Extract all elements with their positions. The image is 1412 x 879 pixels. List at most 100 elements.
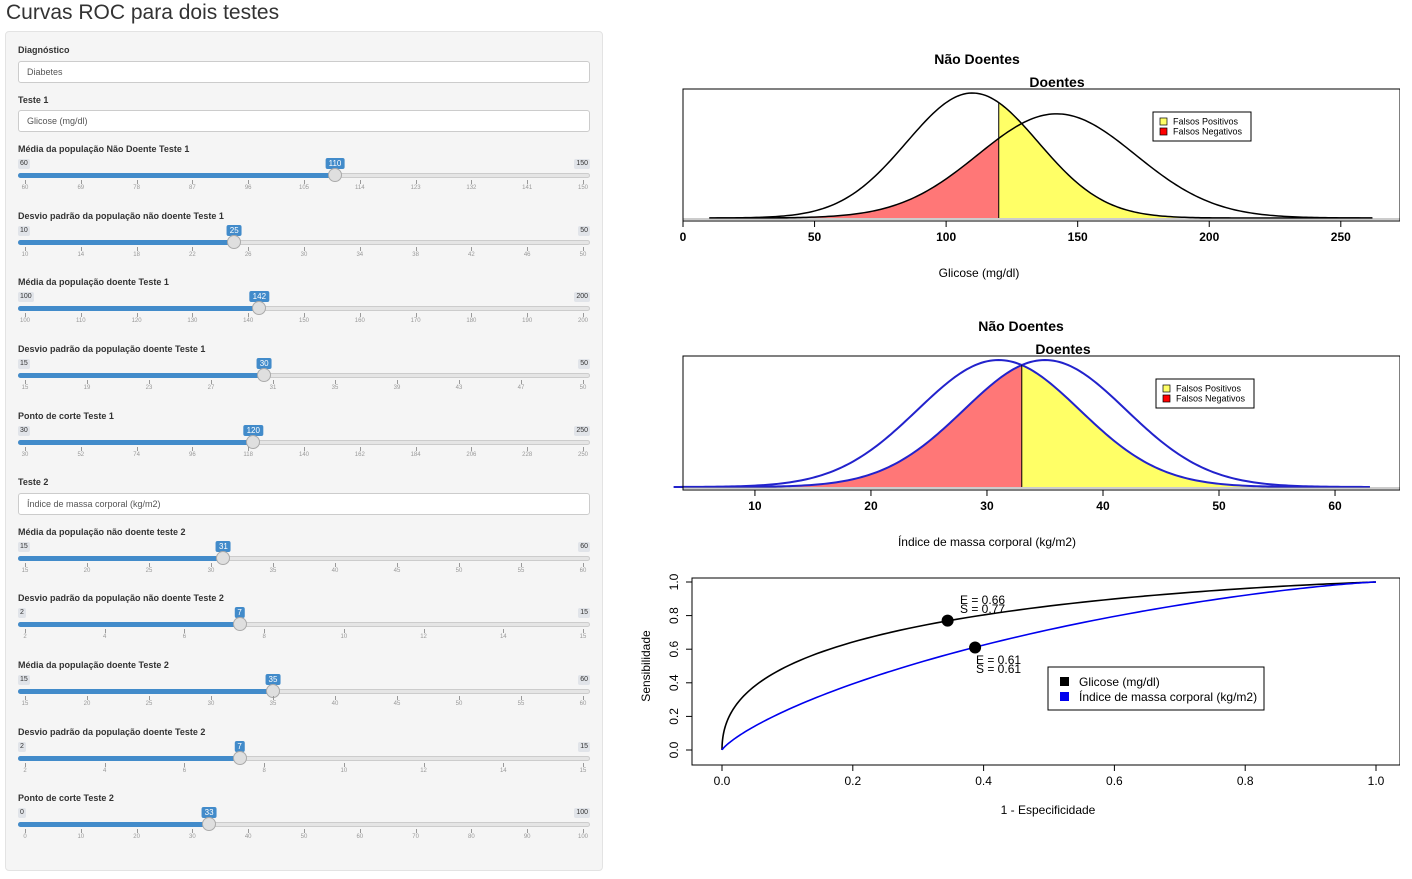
teste2-label: Teste 2: [18, 477, 49, 487]
teste2-input[interactable]: Índice de massa corporal (kg/m2): [18, 493, 590, 515]
range-slider[interactable]: 30 250 120 30 52 74 96 118 140 162 184 206 228 250: [18, 425, 590, 472]
range-slider[interactable]: 10 50 25 10 14 18 22 26 30 34 38 42 46 50: [18, 225, 590, 272]
slider-tick-label: 20: [133, 834, 140, 840]
x-tick-label: 0.4: [975, 774, 992, 788]
slider-label: Média da população não doente teste 2: [18, 527, 186, 537]
slider-tick-label: 15: [21, 385, 29, 391]
sidebar-panel: [5, 31, 603, 871]
slider-bar: [18, 756, 240, 761]
slider-value-label: 33: [201, 807, 217, 818]
label-s-series-0: S = 0.77: [960, 602, 1005, 616]
slider-tick: [335, 696, 336, 700]
slider-tick-label: 105: [298, 185, 310, 191]
slider-tick-label: 14: [77, 252, 85, 258]
slider-bar: [18, 173, 335, 178]
range-slider[interactable]: 0 100 33 0 10 20 30 40 50 60 70 80 90 100: [18, 807, 590, 854]
slider-tick-label: 60: [579, 568, 587, 574]
slider-tick: [583, 563, 584, 567]
x-tick-label: 0: [680, 230, 687, 244]
slider-tick: [527, 313, 529, 317]
slider-bar: [18, 556, 224, 561]
slider-tick-label: 10: [340, 634, 348, 640]
slider-tick: [211, 696, 212, 700]
range-slider[interactable]: 15 60 31 15 20 25 30 35 40 45 50 55 60: [18, 541, 590, 588]
legend-box: [1155, 378, 1255, 409]
x-tick-label: 50: [1212, 499, 1226, 513]
legend-label: Falsos Positivos: [1173, 117, 1239, 127]
slider-handle[interactable]: [328, 168, 342, 182]
slider-tick-label: 25: [145, 701, 153, 707]
x-tick-label: 40: [1096, 499, 1110, 513]
legend-label: Falsos Negativos: [1173, 127, 1243, 137]
slider-handle[interactable]: [216, 551, 231, 565]
slider-handle[interactable]: [227, 235, 242, 249]
slider-tick-label: 50: [300, 834, 308, 840]
slider-tick: [359, 247, 361, 251]
slider-handle[interactable]: [232, 617, 247, 631]
slider-tick-label: 20: [83, 568, 91, 574]
slider-label: Média da população doente Teste 1: [18, 277, 169, 287]
legend-label: Glicose (mg/dl): [1079, 675, 1160, 689]
x-axis-label: 1 - Especificidade: [1001, 803, 1096, 817]
legend-label: Falsos Negativos: [1176, 394, 1246, 404]
x-tick-label: 20: [864, 499, 878, 513]
y-axis-label: Sensibilidade: [639, 630, 653, 702]
slider-handle[interactable]: [202, 817, 217, 831]
slider-tick: [273, 563, 274, 567]
slider-tick: [192, 247, 194, 251]
cutoff-point: [941, 614, 954, 627]
slider-tick: [136, 447, 138, 451]
slider-handle[interactable]: [252, 301, 267, 315]
slider-value-label: 35: [265, 674, 281, 685]
y-tick-label: 0.0: [667, 741, 681, 758]
slider-tick-label: 120: [131, 318, 142, 324]
range-slider[interactable]: 100 200 142 100 110 120 130 140 150 160 170 180 190 2…: [18, 291, 590, 338]
slider-tick-label: 2: [23, 634, 27, 640]
x-tick-label: 50: [808, 230, 822, 244]
slider-tick: [415, 447, 417, 451]
legend-box: [1152, 111, 1252, 142]
slider-tick: [397, 380, 398, 384]
slider-tick-label: 14: [499, 634, 507, 640]
range-slider[interactable]: 15 60 35 15 20 25 30 35 40 45 50 55 60: [18, 674, 590, 721]
slider-tick-label: 31: [269, 385, 277, 391]
slider-tick-label: 150: [298, 318, 310, 324]
slider-tick-label: 35: [269, 568, 277, 574]
range-slider[interactable]: 2 15 7 2 4 6 8 10 12 14 15: [18, 741, 590, 788]
slider-tick-label: 90: [523, 834, 531, 840]
slider-tick-label: 8: [262, 768, 266, 774]
range-slider[interactable]: 2 15 7 2 4 6 8 10 12 14 15: [18, 607, 590, 654]
slider-max-label: 50: [578, 359, 590, 369]
slider-tick: [248, 180, 250, 184]
legend-label: Falsos Positivos: [1176, 384, 1242, 394]
cutoff-point: [969, 641, 982, 654]
slider-handle[interactable]: [257, 368, 272, 382]
slider-tick-label: 27: [207, 385, 215, 391]
slider-handle[interactable]: [232, 751, 247, 765]
slider-tick: [471, 247, 473, 251]
slider-tick-label: 206: [466, 452, 477, 458]
slider-tick: [149, 380, 150, 384]
slider-handle[interactable]: [246, 435, 261, 449]
slider-tick-label: 100: [577, 834, 589, 840]
slider-ticks: 10 14 18 22 26 30 34 38 42 46 50: [18, 247, 590, 259]
label-e-series-0: E = 0.66: [960, 593, 1005, 607]
range-slider[interactable]: 15 50 30 15 19 23 27 31 35 39 43 47 50: [18, 358, 590, 405]
label-s-series-1: S = 0.61: [976, 662, 1021, 676]
slider-tick: [415, 180, 417, 184]
slider-tick: [192, 829, 194, 833]
slider-label: Média da população Não Doente Teste 1: [18, 144, 190, 154]
slider-tick: [104, 763, 106, 767]
slider-tick: [192, 313, 194, 317]
slider-tick-label: 40: [331, 701, 339, 707]
slider-tick: [343, 763, 345, 767]
slider-ticks: 0 10 20 30 40 50 60 70 80 90 100: [18, 829, 590, 841]
teste1-input[interactable]: Glicose (mg/dl): [18, 110, 590, 132]
diagnostico-input[interactable]: Diabetes: [18, 61, 590, 83]
slider-tick: [248, 247, 250, 251]
slider-tick-label: 170: [410, 318, 421, 324]
slider-tick: [415, 313, 417, 317]
slider-min-label: 15: [18, 359, 30, 369]
range-slider[interactable]: 60 150 110 60 69 78 87 96 105 114 123 132 141 150: [18, 158, 590, 205]
slider-tick-label: 140: [243, 318, 254, 324]
